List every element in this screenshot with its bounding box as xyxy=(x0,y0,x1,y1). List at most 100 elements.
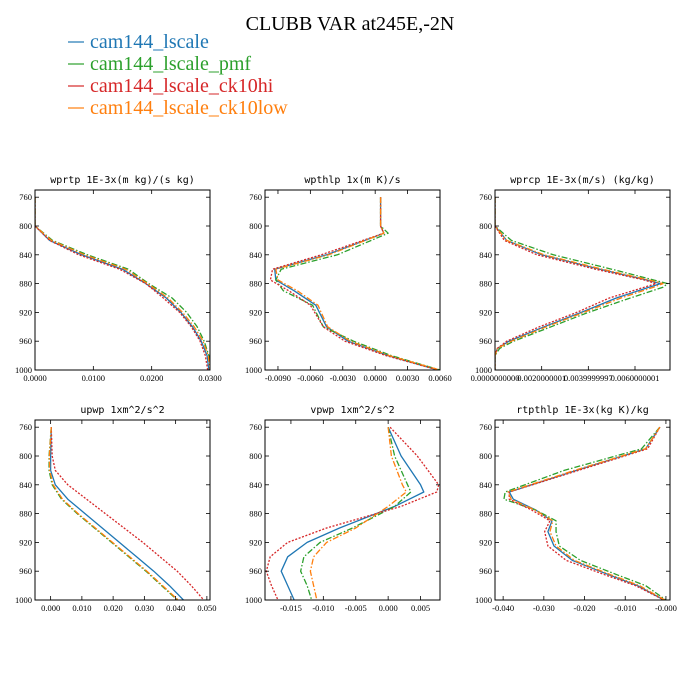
y-tick-label: 880 xyxy=(19,279,32,289)
x-tick-label: 0.0000 xyxy=(23,373,46,383)
y-tick-label: 960 xyxy=(249,336,262,346)
y-tick-label: 880 xyxy=(249,279,262,289)
y-tick-label: 920 xyxy=(479,307,492,317)
series-line-cam144_lscale xyxy=(495,197,662,370)
series-line-cam144_lscale xyxy=(35,197,210,370)
panel-5: vpwp 1xm^2/s^2 760 800 840 880 920 960 1000 -0.0… xyxy=(245,405,441,613)
x-tick-label: -0.020 xyxy=(574,603,596,613)
plot-frame xyxy=(264,189,441,371)
x-tick-label: 0.0020000001 xyxy=(517,373,566,383)
y-tick-label: 800 xyxy=(249,221,262,231)
series-line-cam144_lscale_ck10hi xyxy=(35,197,209,370)
x-tick-label: 0.040 xyxy=(166,603,185,613)
series-line-cam144_lscale_ck10low xyxy=(35,197,210,370)
series-group xyxy=(48,427,205,600)
panel-3: wprcp 1E-3x(m/s) (kg/kg) 760 800 840 880 920 9… xyxy=(471,175,671,383)
plot-frame xyxy=(494,189,671,371)
x-tick-label: 0.010 xyxy=(72,603,91,613)
x-tick-label: 0.005 xyxy=(411,603,430,613)
panel-title: wprtp 1E-3x(m kg)/(s kg) xyxy=(50,175,195,186)
series-line-cam144_lscale xyxy=(49,427,184,600)
series-line-cam144_lscale_pmf xyxy=(48,427,178,600)
y-tick-label: 760 xyxy=(249,422,262,432)
y-tick-label: 920 xyxy=(479,537,492,547)
y-tick-label: 840 xyxy=(249,480,262,490)
y-tick-label: 800 xyxy=(19,451,32,461)
y-tick-label: 920 xyxy=(19,307,32,317)
legend-label: cam144_lscale_ck10low xyxy=(90,97,288,119)
x-tick-label: -0.040 xyxy=(492,603,514,613)
series-line-cam144_lscale xyxy=(508,426,665,600)
series-line-cam144_lscale_ck10hi xyxy=(269,197,439,370)
y-tick-label: 880 xyxy=(19,509,32,519)
plot-frame xyxy=(34,419,211,601)
y-tick-label: 840 xyxy=(479,250,492,260)
y-tick-label: 1000 xyxy=(475,365,492,375)
y-tick-label: 760 xyxy=(19,422,32,432)
panel-4: upwp 1xm^2/s^2 760 800 840 880 920 960 1000 0.00… xyxy=(15,405,216,613)
series-group xyxy=(269,197,440,370)
x-tick-label: -0.0030 xyxy=(330,373,356,383)
panel-title: wprcp 1E-3x(m/s) (kg/kg) xyxy=(510,175,655,186)
y-tick-label: 1000 xyxy=(475,595,492,605)
legend-label: cam144_lscale_pmf xyxy=(90,53,251,75)
legend: cam144_lscalecam144_lscale_pmfcam144_lsc… xyxy=(68,31,288,119)
y-tick-label: 760 xyxy=(479,422,492,432)
plot-frame xyxy=(34,189,211,371)
y-tick-label: 880 xyxy=(479,509,492,519)
y-tick-label: 840 xyxy=(19,480,32,490)
y-tick-label: 880 xyxy=(479,279,492,289)
panel-title: upwp 1xm^2/s^2 xyxy=(80,405,164,416)
x-tick-label: -0.000 xyxy=(655,603,677,613)
y-tick-label: 800 xyxy=(479,451,492,461)
panel-title: vpwp 1xm^2/s^2 xyxy=(310,405,394,416)
x-tick-label: 0.0200 xyxy=(140,373,163,383)
series-group xyxy=(503,426,667,600)
x-tick-label: -0.0060 xyxy=(297,373,323,383)
y-tick-label: 1000 xyxy=(245,595,262,605)
x-tick-label: -0.030 xyxy=(533,603,555,613)
y-tick-label: 760 xyxy=(479,192,492,202)
figure-title: CLUBB VAR at245E,-2N xyxy=(246,13,455,35)
x-tick-label: 0.0039999997 xyxy=(564,373,613,383)
y-tick-label: 920 xyxy=(249,307,262,317)
y-tick-label: 960 xyxy=(249,566,262,576)
x-tick-label: 0.000 xyxy=(379,603,398,613)
series-line-cam144_lscale_ck10low xyxy=(275,197,440,370)
series-line-cam144_lscale_ck10hi xyxy=(50,427,205,600)
x-tick-label: -0.010 xyxy=(614,603,636,613)
series-line-cam144_lscale_pmf xyxy=(495,197,669,370)
y-tick-label: 800 xyxy=(249,451,262,461)
y-tick-label: 960 xyxy=(479,566,492,576)
x-tick-label: -0.010 xyxy=(312,603,334,613)
series-line-cam144_lscale_pmf xyxy=(299,427,412,600)
x-tick-label: 0.0000 xyxy=(363,373,386,383)
y-tick-label: 800 xyxy=(479,221,492,231)
y-tick-label: 840 xyxy=(479,480,492,490)
x-tick-label: 0.0100 xyxy=(82,373,105,383)
y-tick-label: 760 xyxy=(19,192,32,202)
x-tick-label: -0.015 xyxy=(280,603,302,613)
y-tick-label: 920 xyxy=(249,537,262,547)
x-tick-label: 0.030 xyxy=(135,603,154,613)
series-line-cam144_lscale_pmf xyxy=(35,197,210,367)
series-line-cam144_lscale_ck10hi xyxy=(265,426,440,600)
legend-label: cam144_lscale_ck10hi xyxy=(90,75,274,97)
series-group xyxy=(265,426,440,600)
x-tick-label: 0.0300 xyxy=(198,373,221,383)
series-line-cam144_lscale_ck10low xyxy=(309,427,407,600)
y-tick-label: 960 xyxy=(479,336,492,346)
y-tick-label: 920 xyxy=(19,537,32,547)
y-tick-label: 960 xyxy=(19,336,32,346)
x-tick-label: -0.005 xyxy=(345,603,367,613)
legend-label: cam144_lscale xyxy=(90,31,209,53)
plot-frame xyxy=(264,419,441,601)
y-tick-label: 1000 xyxy=(245,365,262,375)
x-tick-label: 0.0030 xyxy=(396,373,419,383)
series-line-cam144_lscale_pmf xyxy=(275,197,440,370)
panels: wprtp 1E-3x(m kg)/(s kg) 760 800 840 880 920 9… xyxy=(15,175,677,613)
y-tick-label: 880 xyxy=(249,509,262,519)
panel-title: rtpthlp 1E-3x(kg K)/kg xyxy=(516,405,648,416)
panel-2: wpthlp 1x(m K)/s7608008408809209601000-0… xyxy=(245,175,452,383)
series-line-cam144_lscale xyxy=(280,426,425,600)
